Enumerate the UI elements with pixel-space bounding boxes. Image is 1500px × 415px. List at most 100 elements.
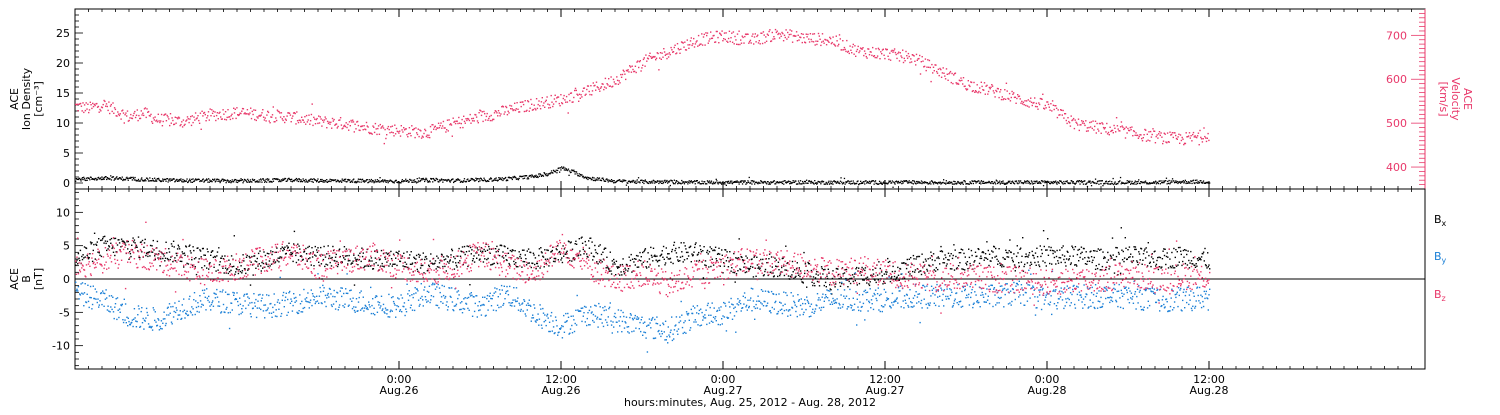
velocity-point xyxy=(862,47,863,48)
density-point xyxy=(1169,180,1170,181)
velocity-point xyxy=(610,76,611,77)
velocity-point xyxy=(806,34,807,35)
bx-point xyxy=(471,253,472,254)
density-point xyxy=(586,178,587,179)
bx-point xyxy=(486,259,487,260)
bx-point xyxy=(793,271,794,272)
density-point xyxy=(674,180,675,181)
bx-point xyxy=(76,259,77,260)
bx-point xyxy=(155,253,156,254)
density-point xyxy=(394,182,395,183)
bx-point xyxy=(222,256,223,257)
velocity-point xyxy=(350,125,351,126)
bx-point xyxy=(508,263,509,264)
density-point xyxy=(701,183,702,184)
density-point xyxy=(1102,180,1103,181)
bx-point xyxy=(643,262,644,263)
density-point xyxy=(845,183,846,184)
density-point xyxy=(233,181,234,182)
velocity-point xyxy=(607,84,608,85)
velocity-point xyxy=(1202,141,1203,142)
velocity-point xyxy=(411,125,412,126)
velocity-point xyxy=(380,127,381,128)
bx-point xyxy=(580,254,581,255)
velocity-point xyxy=(485,119,486,120)
velocity-point xyxy=(613,79,614,80)
bx-point xyxy=(544,266,545,267)
bx-point xyxy=(719,253,720,254)
velocity-point xyxy=(359,130,360,131)
bx-point xyxy=(745,255,746,256)
velocity-point xyxy=(1077,124,1078,125)
bx-point xyxy=(548,250,549,251)
bx-point xyxy=(312,256,313,257)
density-point xyxy=(371,179,372,180)
velocity-point xyxy=(591,94,592,95)
density-point xyxy=(599,177,600,178)
density-point xyxy=(243,181,244,182)
density-point xyxy=(898,181,899,182)
bx-point xyxy=(281,257,282,258)
bx-point xyxy=(553,261,554,262)
bx-point xyxy=(942,251,943,252)
bx-point xyxy=(120,246,121,247)
bx-point xyxy=(684,259,685,260)
velocity-point xyxy=(903,62,904,63)
bx-point xyxy=(798,275,799,276)
velocity-point xyxy=(478,112,479,113)
bx-point xyxy=(538,255,539,256)
velocity-point xyxy=(177,118,178,119)
bx-point xyxy=(476,258,477,259)
bx-point xyxy=(583,249,584,250)
velocity-point xyxy=(937,73,938,74)
bx-point xyxy=(234,274,235,275)
density-point xyxy=(844,178,845,179)
bx-point xyxy=(213,257,214,258)
velocity-point xyxy=(324,119,325,120)
bx-point xyxy=(886,271,887,272)
bx-point xyxy=(676,252,677,253)
velocity-point xyxy=(725,32,726,33)
bx-point xyxy=(293,243,294,244)
bx-point xyxy=(519,256,520,257)
density-point xyxy=(1127,182,1128,183)
velocity-point xyxy=(1089,122,1090,123)
density-point xyxy=(559,172,560,173)
density-point xyxy=(161,180,162,181)
velocity-point xyxy=(499,112,500,113)
density-point xyxy=(1114,183,1115,184)
bx-point xyxy=(298,259,299,260)
bx-point xyxy=(348,260,349,261)
bx-point xyxy=(868,283,869,284)
bx-point xyxy=(444,259,445,260)
density-point xyxy=(313,182,314,183)
density-point xyxy=(751,180,752,181)
bx-point xyxy=(410,264,411,265)
velocity-point xyxy=(390,126,391,127)
velocity-point xyxy=(325,118,326,119)
density-point xyxy=(1094,182,1095,183)
velocity-point xyxy=(835,45,836,46)
bx-point xyxy=(916,256,917,257)
velocity-point xyxy=(535,109,536,110)
velocity-point xyxy=(199,123,200,124)
bx-point xyxy=(907,264,908,265)
velocity-point xyxy=(490,120,491,121)
density-point xyxy=(151,180,152,181)
velocity-point xyxy=(939,75,940,76)
density-point xyxy=(992,181,993,182)
velocity-point xyxy=(1135,135,1136,136)
density-point xyxy=(218,179,219,180)
bx-point xyxy=(119,242,120,243)
velocity-point xyxy=(640,70,641,71)
bx-point xyxy=(779,275,780,276)
velocity-point xyxy=(916,54,917,55)
velocity-point xyxy=(122,110,123,111)
top-panel-series xyxy=(75,29,1210,188)
bx-point xyxy=(639,259,640,260)
bx-point xyxy=(539,248,540,249)
bx-point xyxy=(436,268,437,269)
density-point xyxy=(97,179,98,180)
velocity-point xyxy=(507,114,508,115)
density-point xyxy=(593,177,594,178)
